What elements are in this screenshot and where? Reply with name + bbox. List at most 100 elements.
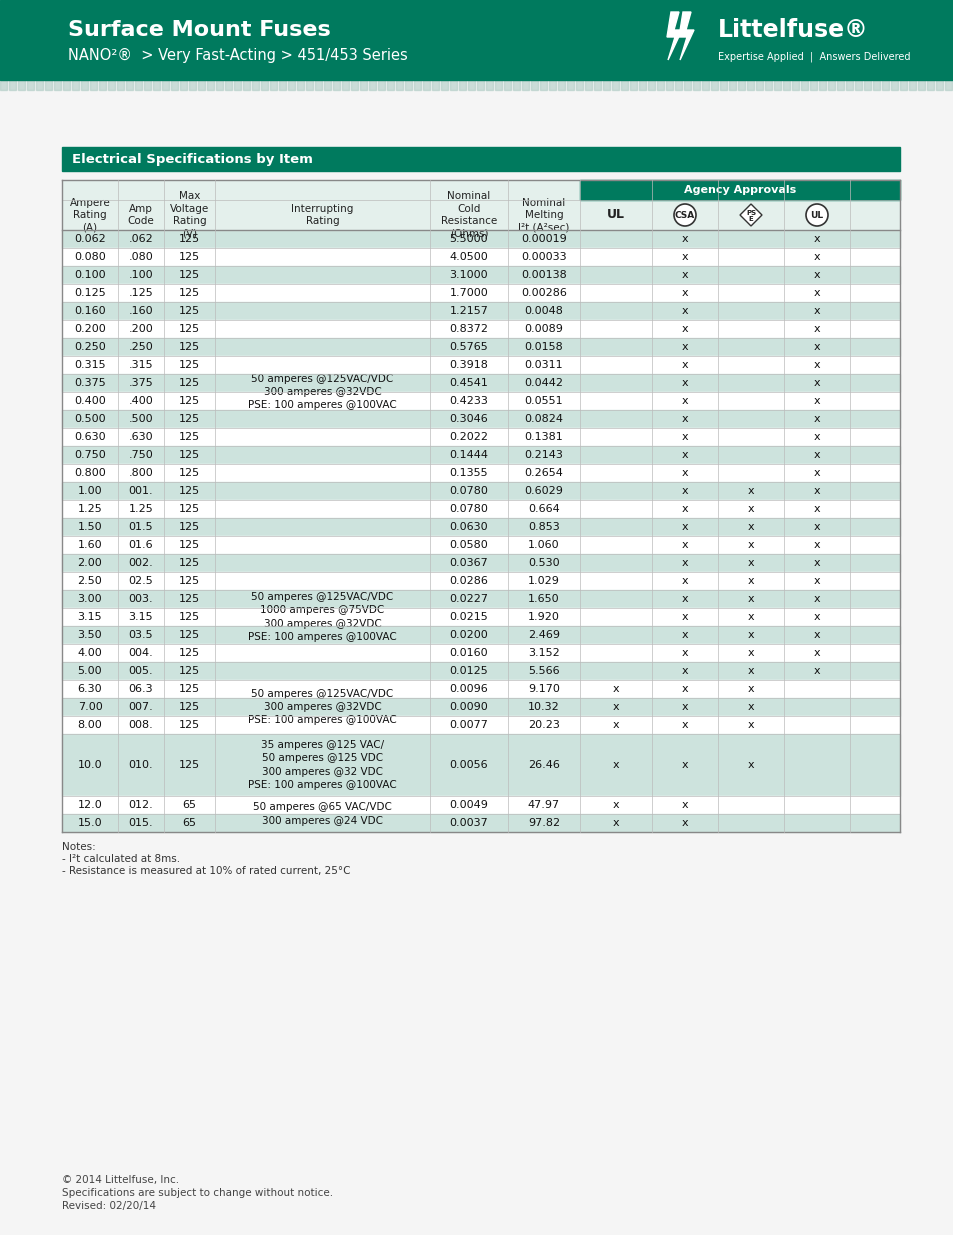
Text: 125: 125 bbox=[179, 396, 200, 406]
Text: 007.: 007. bbox=[129, 701, 153, 713]
Text: x: x bbox=[813, 450, 820, 459]
Text: 2.00: 2.00 bbox=[77, 558, 102, 568]
Text: 125: 125 bbox=[179, 252, 200, 262]
Text: 0.0551: 0.0551 bbox=[524, 396, 562, 406]
Text: .160: .160 bbox=[129, 306, 153, 316]
Text: x: x bbox=[747, 540, 754, 550]
Text: x: x bbox=[813, 522, 820, 532]
Text: x: x bbox=[681, 306, 688, 316]
Text: .200: .200 bbox=[129, 324, 153, 333]
Text: x: x bbox=[681, 540, 688, 550]
Text: 0.125: 0.125 bbox=[74, 288, 106, 298]
Text: 125: 125 bbox=[179, 359, 200, 370]
Bar bbox=[791, 80, 799, 90]
Text: 0.6029: 0.6029 bbox=[524, 487, 563, 496]
Text: 0.0286: 0.0286 bbox=[449, 576, 488, 585]
Bar bbox=[62, 464, 899, 482]
Text: x: x bbox=[612, 684, 618, 694]
Text: 0.0037: 0.0037 bbox=[449, 818, 488, 827]
Text: Max
Voltage
Rating
(V): Max Voltage Rating (V) bbox=[170, 191, 209, 238]
Text: x: x bbox=[681, 760, 688, 769]
Bar bbox=[225, 80, 232, 90]
Bar bbox=[629, 80, 637, 90]
Text: - Resistance is measured at 10% of rated current, 25°C: - Resistance is measured at 10% of rated… bbox=[62, 866, 350, 876]
Bar bbox=[548, 80, 556, 90]
Text: x: x bbox=[813, 270, 820, 280]
Text: 125: 125 bbox=[179, 324, 200, 333]
Bar bbox=[333, 80, 339, 90]
Text: 01.5: 01.5 bbox=[129, 522, 153, 532]
Text: 005.: 005. bbox=[129, 666, 153, 676]
Text: 0.0311: 0.0311 bbox=[524, 359, 562, 370]
Bar bbox=[513, 80, 519, 90]
Text: x: x bbox=[681, 252, 688, 262]
Bar bbox=[62, 446, 899, 464]
Text: 125: 125 bbox=[179, 450, 200, 459]
Text: .750: .750 bbox=[129, 450, 153, 459]
Text: 1.650: 1.650 bbox=[528, 594, 559, 604]
Text: 3.152: 3.152 bbox=[528, 648, 559, 658]
Bar bbox=[584, 80, 592, 90]
Text: x: x bbox=[681, 432, 688, 442]
Text: x: x bbox=[813, 414, 820, 424]
Bar bbox=[90, 80, 97, 90]
Text: 0.3918: 0.3918 bbox=[449, 359, 488, 370]
Text: 9.170: 9.170 bbox=[528, 684, 559, 694]
Text: .375: .375 bbox=[129, 378, 153, 388]
Bar bbox=[377, 80, 385, 90]
Bar bbox=[198, 80, 205, 90]
Bar bbox=[917, 80, 924, 90]
Bar bbox=[171, 80, 178, 90]
Bar bbox=[485, 80, 493, 90]
Text: x: x bbox=[747, 487, 754, 496]
Text: x: x bbox=[813, 613, 820, 622]
Text: 1.7000: 1.7000 bbox=[449, 288, 488, 298]
Text: 0.2654: 0.2654 bbox=[524, 468, 563, 478]
Text: 7.00: 7.00 bbox=[77, 701, 102, 713]
Text: 65: 65 bbox=[182, 818, 196, 827]
Text: 1.060: 1.060 bbox=[528, 540, 559, 550]
Bar bbox=[62, 590, 899, 608]
Text: x: x bbox=[681, 818, 688, 827]
Bar bbox=[62, 303, 899, 320]
Text: 0.0780: 0.0780 bbox=[449, 504, 488, 514]
Bar bbox=[845, 80, 852, 90]
Text: 008.: 008. bbox=[129, 720, 153, 730]
Bar bbox=[468, 80, 475, 90]
Text: x: x bbox=[747, 760, 754, 769]
Text: x: x bbox=[813, 324, 820, 333]
Polygon shape bbox=[666, 12, 681, 61]
Text: Specifications are subject to change without notice.: Specifications are subject to change wit… bbox=[62, 1188, 333, 1198]
Text: Agency Approvals: Agency Approvals bbox=[683, 185, 796, 195]
Bar bbox=[261, 80, 268, 90]
Bar bbox=[579, 180, 899, 200]
Bar bbox=[872, 80, 879, 90]
Text: x: x bbox=[681, 342, 688, 352]
Text: 6.30: 6.30 bbox=[77, 684, 102, 694]
Bar bbox=[720, 80, 726, 90]
Text: x: x bbox=[813, 468, 820, 478]
Text: 125: 125 bbox=[179, 414, 200, 424]
Text: x: x bbox=[681, 450, 688, 459]
Text: 0.0048: 0.0048 bbox=[524, 306, 563, 316]
Bar bbox=[215, 80, 223, 90]
Text: x: x bbox=[747, 558, 754, 568]
Bar bbox=[450, 80, 456, 90]
Bar bbox=[108, 80, 115, 90]
Text: 125: 125 bbox=[179, 522, 200, 532]
Text: 0.3046: 0.3046 bbox=[449, 414, 488, 424]
Text: 125: 125 bbox=[179, 760, 200, 769]
Text: .630: .630 bbox=[129, 432, 153, 442]
Bar bbox=[818, 80, 825, 90]
Bar bbox=[27, 80, 34, 90]
Bar bbox=[63, 80, 70, 90]
Text: Revised: 02/20/14: Revised: 02/20/14 bbox=[62, 1200, 156, 1212]
Text: UL: UL bbox=[606, 209, 624, 221]
Text: 1.25: 1.25 bbox=[77, 504, 102, 514]
Text: x: x bbox=[747, 720, 754, 730]
Bar bbox=[476, 80, 483, 90]
Bar bbox=[710, 80, 718, 90]
Text: x: x bbox=[747, 576, 754, 585]
Bar bbox=[45, 80, 52, 90]
Text: .500: .500 bbox=[129, 414, 153, 424]
